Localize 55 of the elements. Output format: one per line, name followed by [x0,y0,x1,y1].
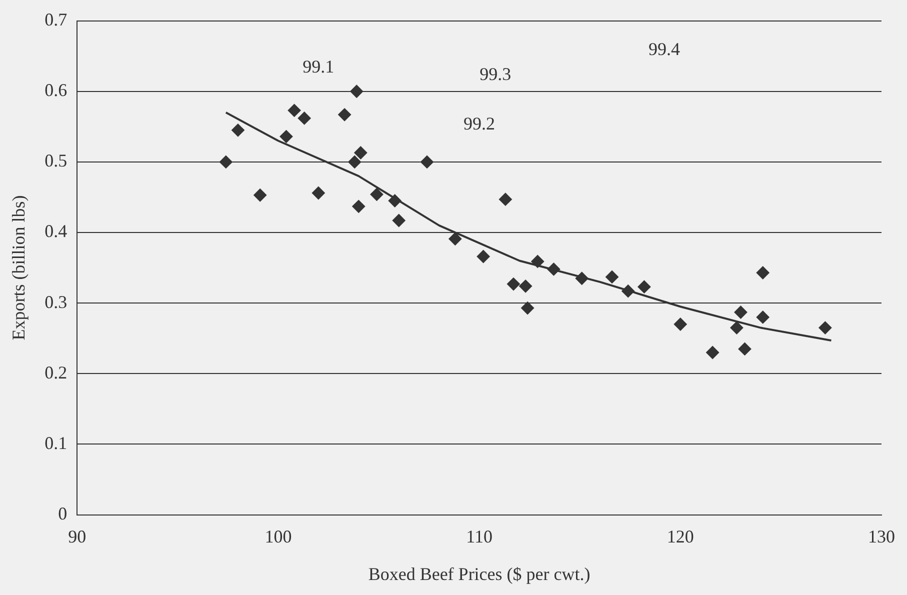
x-tick-label: 130 [868,526,895,546]
point [338,108,352,122]
annotation: 99.3 [480,64,512,84]
point [254,188,267,202]
point [354,146,368,160]
point [521,302,534,315]
point [519,280,532,293]
annotation: 99.4 [648,39,680,60]
point [348,155,362,168]
point [756,310,770,324]
point [392,214,406,228]
point [388,194,402,208]
point [730,321,744,334]
x-tick-label: 120 [666,526,694,546]
point [706,346,720,359]
y-tick-label: 0.4 [44,221,68,242]
point [352,200,366,213]
point [638,280,651,294]
x-tick-label: 90 [68,526,86,546]
point [350,84,364,98]
point [547,262,560,276]
annotation: 99.1 [302,56,334,76]
point [298,112,311,125]
point [420,155,434,168]
x-tick-label: 100 [264,526,292,546]
y-tick-label: 0.7 [44,10,68,30]
point [531,254,544,268]
point [231,124,244,137]
x-tick-label: 110 [466,526,492,546]
point [370,188,384,201]
point [738,342,752,356]
y-tick-label: 0.5 [44,150,68,171]
annotation: 99.2 [464,113,496,134]
point [288,104,301,117]
x-axis-title: Boxed Beef Prices ($ per cwt.) [368,564,590,584]
point [606,270,619,284]
point [818,321,832,334]
y-tick-label: 0.1 [44,432,68,453]
y-axis-title: Exports (billion lbs) [8,195,29,340]
point [674,318,687,331]
point [622,284,635,298]
point [280,130,293,144]
point [498,192,512,206]
point [448,232,462,246]
y-tick-label: 0.2 [44,362,68,382]
point [312,186,325,200]
y-tick-label: 0 [58,504,68,524]
y-tick-label: 0.6 [44,80,68,100]
point [756,266,770,280]
point [219,155,232,168]
point [575,272,588,285]
point [506,278,520,291]
y-tick-label: 0.3 [44,292,68,312]
point [476,250,490,264]
point [734,306,748,319]
